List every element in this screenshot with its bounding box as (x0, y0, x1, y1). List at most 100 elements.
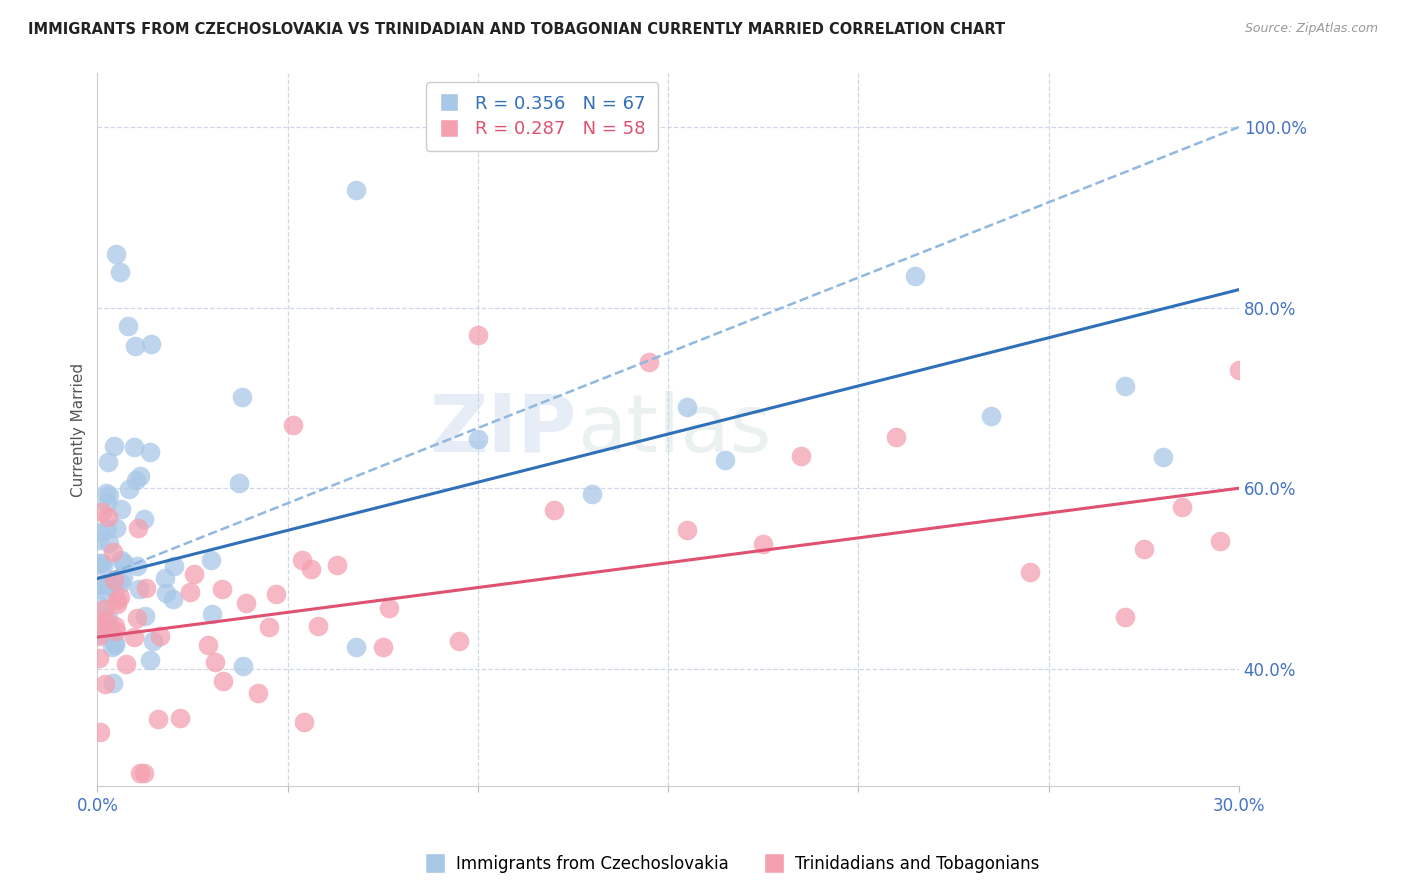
Point (790, 450, 813, 464)
Point (96, 496, 118, 510)
Point (155, 571, 177, 585)
Point (169, 711, 191, 725)
Point (104, 619, 127, 633)
Point (124, 339, 146, 353)
Point (211, 582, 233, 596)
Point (139, 336, 162, 351)
Point (146, 711, 169, 725)
Point (257, 620, 280, 634)
Point (1170, 500, 1192, 515)
Point (122, 630, 145, 644)
Point (104, 636, 127, 650)
Point (235, 596, 257, 610)
Point (139, 653, 162, 667)
Point (231, 390, 253, 404)
Point (112, 557, 135, 571)
Point (134, 765, 156, 780)
Point (89, 617, 111, 632)
Point (231, 658, 253, 673)
Point (91, 505, 114, 519)
Point (89, 598, 111, 612)
Point (197, 638, 219, 652)
Point (163, 558, 186, 573)
Point (104, 521, 127, 535)
Point (108, 591, 131, 605)
Point (638, 355, 661, 369)
Point (91, 556, 114, 570)
Point (139, 445, 162, 459)
Point (149, 629, 172, 643)
Point (93, 677, 115, 691)
Text: ZIP: ZIP (429, 391, 576, 468)
Point (1018, 565, 1040, 579)
Point (980, 409, 1002, 423)
Point (179, 585, 201, 599)
Point (200, 553, 222, 567)
Point (1227, 363, 1250, 377)
Point (127, 559, 149, 574)
Point (104, 638, 127, 652)
Point (1152, 450, 1174, 465)
Point (90, 627, 112, 641)
Point (128, 469, 150, 483)
Point (89, 578, 111, 592)
Point (96, 522, 118, 536)
Point (467, 432, 489, 446)
Point (115, 657, 138, 671)
Point (91, 558, 114, 573)
Point (378, 600, 401, 615)
Point (246, 686, 269, 700)
Point (103, 439, 125, 453)
Point (204, 655, 226, 669)
Point (371, 640, 394, 655)
Point (127, 521, 149, 535)
Point (134, 608, 156, 623)
Point (676, 401, 699, 415)
Point (135, 581, 157, 595)
Point (98, 535, 121, 549)
Point (89, 650, 111, 665)
Point (183, 567, 205, 582)
Point (110, 501, 132, 516)
Point (96, 585, 118, 599)
Point (162, 592, 184, 607)
Point (110, 553, 132, 567)
Text: atlas: atlas (576, 391, 770, 468)
Point (581, 486, 603, 500)
Point (326, 558, 349, 573)
Legend: R = 0.356   N = 67, R = 0.287   N = 58: R = 0.356 N = 67, R = 0.287 N = 58 (426, 82, 658, 151)
Point (94, 486, 117, 500)
Point (676, 523, 699, 537)
Point (344, 183, 367, 197)
Point (264, 587, 287, 601)
Point (105, 597, 128, 611)
Point (344, 640, 367, 654)
Point (89, 524, 111, 539)
Point (89, 557, 111, 571)
Point (447, 634, 470, 648)
Point (97, 488, 120, 502)
Point (101, 675, 124, 690)
Point (89, 629, 111, 643)
Text: Source: ZipAtlas.com: Source: ZipAtlas.com (1244, 22, 1378, 36)
Point (105, 246, 128, 260)
Point (543, 503, 565, 517)
Point (132, 512, 155, 526)
Text: IMMIGRANTS FROM CZECHOSLOVAKIA VS TRINIDADIAN AND TOBAGONIAN CURRENTLY MARRIED C: IMMIGRANTS FROM CZECHOSLOVAKIA VS TRINID… (28, 22, 1005, 37)
Point (117, 318, 139, 333)
Point (105, 593, 128, 607)
Point (290, 553, 312, 567)
Point (112, 571, 135, 585)
Point (128, 582, 150, 596)
Point (752, 537, 775, 551)
Point (228, 475, 250, 490)
Point (103, 574, 125, 589)
Point (155, 586, 177, 600)
Point (96, 613, 118, 627)
Point (1132, 542, 1154, 557)
Point (103, 545, 125, 559)
Point (886, 430, 908, 444)
Point (124, 473, 146, 487)
Point (714, 452, 737, 467)
Point (1114, 610, 1136, 624)
